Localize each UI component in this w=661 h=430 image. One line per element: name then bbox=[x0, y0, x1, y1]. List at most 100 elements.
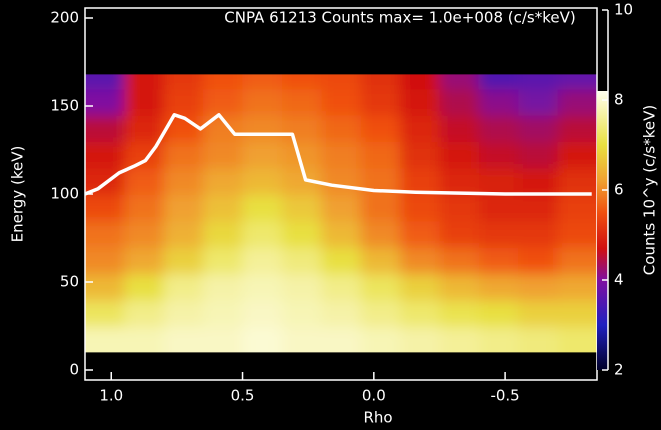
heat-cell bbox=[479, 168, 519, 195]
heat-cell bbox=[439, 141, 479, 168]
heat-cell bbox=[400, 300, 440, 327]
heat-cell bbox=[203, 88, 243, 115]
heat-cell bbox=[518, 273, 558, 300]
heat-cell bbox=[203, 194, 243, 221]
heat-cell bbox=[518, 88, 558, 115]
heat-cell bbox=[479, 141, 519, 168]
heat-cell bbox=[282, 220, 322, 247]
colorbar-label: Counts 10^y (c/s*keV) bbox=[641, 105, 659, 275]
heat-cell bbox=[124, 247, 164, 274]
heat-cell bbox=[439, 168, 479, 195]
heat-cell bbox=[124, 141, 164, 168]
heat-cell bbox=[518, 194, 558, 221]
heat-cell bbox=[361, 88, 401, 115]
heat-cell bbox=[124, 220, 164, 247]
heat-cell bbox=[124, 300, 164, 327]
heat-cell bbox=[400, 115, 440, 142]
heat-cell bbox=[321, 88, 361, 115]
heat-cell bbox=[243, 247, 283, 274]
heat-cell bbox=[321, 220, 361, 247]
heat-cell bbox=[361, 300, 401, 327]
heat-cell bbox=[321, 115, 361, 142]
y-axis-label: Energy (keV) bbox=[9, 146, 27, 243]
heat-cell bbox=[282, 115, 322, 142]
heat-cell bbox=[479, 247, 519, 274]
heat-cell bbox=[518, 300, 558, 327]
heat-cell bbox=[479, 115, 519, 142]
heat-cell bbox=[361, 194, 401, 221]
heat-cell bbox=[164, 194, 204, 221]
colorbar-tick-label: 6 bbox=[614, 181, 624, 199]
heat-cell bbox=[124, 88, 164, 115]
heat-cell bbox=[400, 247, 440, 274]
heat-cell bbox=[243, 115, 283, 142]
heat-cell bbox=[164, 273, 204, 300]
heat-cell bbox=[400, 220, 440, 247]
heat-cell bbox=[243, 300, 283, 327]
y-tick-label: 100 bbox=[50, 185, 79, 203]
colorbar-tick-label: 4 bbox=[614, 271, 624, 289]
heat-cell bbox=[124, 115, 164, 142]
heatmap bbox=[69, 58, 614, 369]
heat-cell bbox=[361, 220, 401, 247]
colorbar-tick-label: 8 bbox=[614, 91, 624, 109]
heat-cell bbox=[518, 220, 558, 247]
heat-cell bbox=[321, 247, 361, 274]
heat-cell bbox=[282, 88, 322, 115]
heat-cell bbox=[243, 168, 283, 195]
heat-cell bbox=[243, 220, 283, 247]
heat-cell bbox=[361, 141, 401, 168]
heat-cell bbox=[400, 141, 440, 168]
colorbar-tick-label: 10 bbox=[614, 1, 633, 19]
heat-cell bbox=[124, 168, 164, 195]
y-tick-label: 50 bbox=[60, 273, 79, 291]
heat-cell bbox=[243, 194, 283, 221]
heat-cell bbox=[69, 220, 125, 247]
heat-cell bbox=[439, 115, 479, 142]
x-tick-label: 0.5 bbox=[231, 387, 255, 405]
heat-cell bbox=[69, 141, 125, 168]
chart-title: CNPA 61213 Counts max= 1.0e+008 (c/s*keV… bbox=[224, 9, 575, 27]
heat-cell bbox=[321, 168, 361, 195]
heatmap-cells bbox=[69, 58, 614, 369]
heat-cell bbox=[203, 247, 243, 274]
heat-cell bbox=[518, 168, 558, 195]
y-tick-label: 150 bbox=[50, 97, 79, 115]
heat-cell bbox=[439, 273, 479, 300]
heat-cell bbox=[321, 141, 361, 168]
heat-cell bbox=[124, 273, 164, 300]
heat-cell bbox=[439, 194, 479, 221]
heat-cell bbox=[361, 273, 401, 300]
heat-cell bbox=[518, 247, 558, 274]
heat-cell bbox=[282, 194, 322, 221]
heat-cell bbox=[321, 300, 361, 327]
heat-cell bbox=[203, 220, 243, 247]
heat-cell bbox=[439, 88, 479, 115]
x-axis-label: Rho bbox=[363, 409, 392, 427]
heat-cell bbox=[439, 220, 479, 247]
heat-cell bbox=[400, 273, 440, 300]
heat-cell bbox=[164, 88, 204, 115]
heat-cell bbox=[479, 88, 519, 115]
heat-cell bbox=[164, 141, 204, 168]
heat-cell bbox=[439, 300, 479, 327]
heat-cell bbox=[69, 115, 125, 142]
heat-cell bbox=[282, 300, 322, 327]
heat-cell bbox=[479, 273, 519, 300]
heat-cell bbox=[400, 88, 440, 115]
heat-cell bbox=[124, 194, 164, 221]
y-tick-label: 200 bbox=[50, 9, 79, 27]
heat-cell bbox=[518, 141, 558, 168]
x-tick-label: -0.5 bbox=[490, 387, 519, 405]
heat-cell bbox=[243, 273, 283, 300]
heat-cell bbox=[479, 300, 519, 327]
x-tick-label: 1.0 bbox=[99, 387, 123, 405]
heat-cell bbox=[282, 247, 322, 274]
heat-cell bbox=[400, 194, 440, 221]
x-tick-label: 0.0 bbox=[362, 387, 386, 405]
heat-cell bbox=[203, 273, 243, 300]
heat-cell bbox=[203, 300, 243, 327]
colorbar-tick-label: 2 bbox=[614, 361, 624, 379]
heat-cell bbox=[518, 115, 558, 142]
